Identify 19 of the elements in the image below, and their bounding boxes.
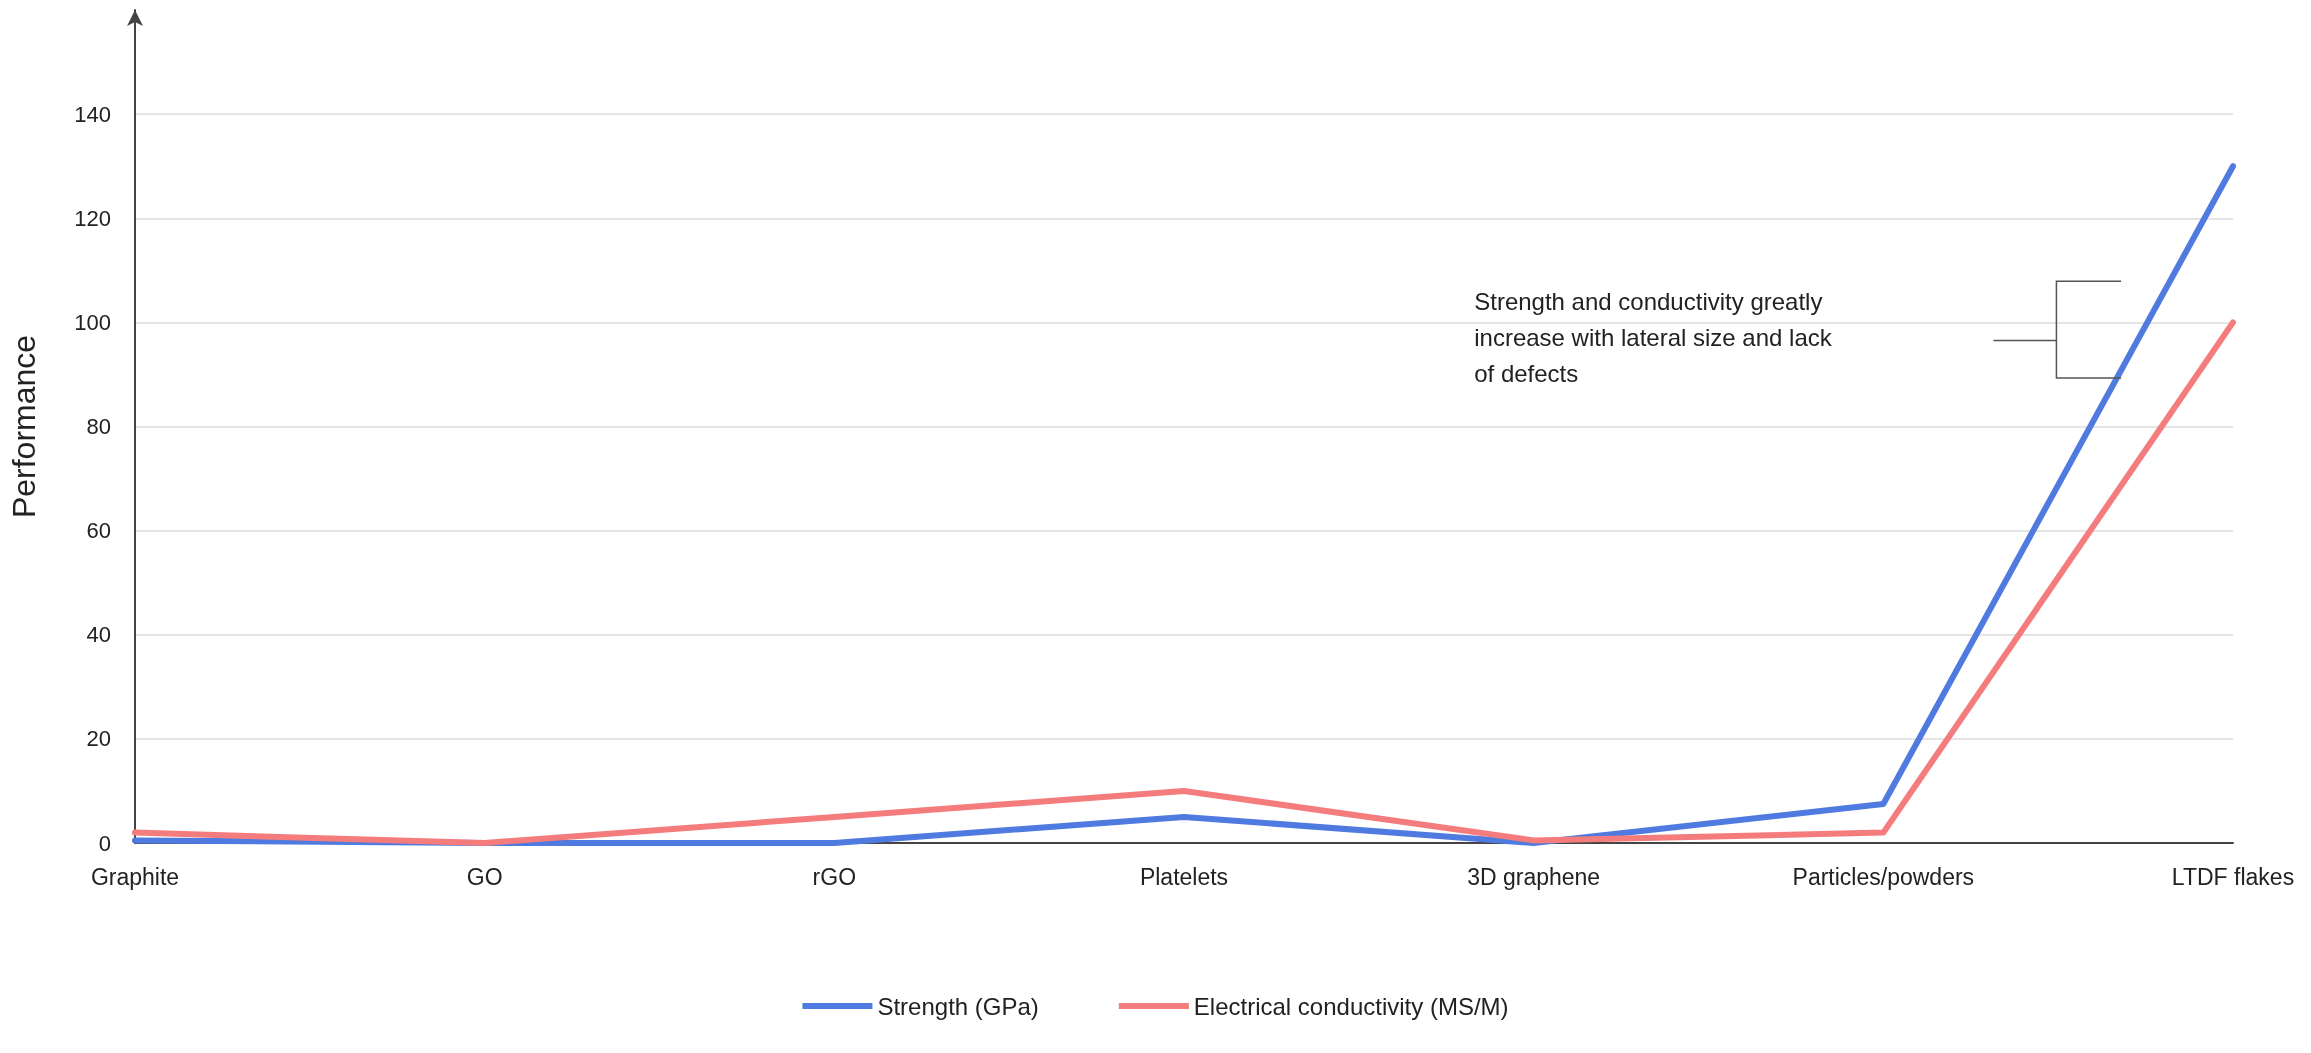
y-tick-label: 100 — [74, 309, 111, 335]
y-tick-label: 80 — [86, 414, 111, 439]
y-tick-label: 20 — [86, 726, 111, 752]
x-tick-label: Graphite — [90, 863, 180, 890]
legend-label: Electrical conductivity (MS/M) — [1193, 992, 1509, 1020]
y-tick-label: 140 — [74, 101, 111, 127]
x-tick-label: rGO — [812, 863, 857, 890]
annotation: Strength and conductivity greatly increase with lateral size and lack of defects — [1474, 287, 1839, 387]
y-tick-label: 60 — [86, 518, 111, 544]
legend-label: Strength (GPa) — [877, 992, 1039, 1020]
x-tick-label: Particles/powders — [1792, 863, 1975, 890]
x-tick-label: LTDF flakes — [2171, 863, 2295, 890]
y-axis-title: Performance — [6, 334, 42, 519]
x-tick-label: Platelets — [1139, 863, 1229, 890]
y-tick-label: 40 — [86, 622, 111, 648]
y-tick-label: 0 — [98, 830, 111, 856]
x-tick-label: 3D graphene — [1467, 863, 1601, 890]
y-tick-label: 120 — [74, 205, 111, 231]
x-tick-label: GO — [466, 863, 503, 890]
